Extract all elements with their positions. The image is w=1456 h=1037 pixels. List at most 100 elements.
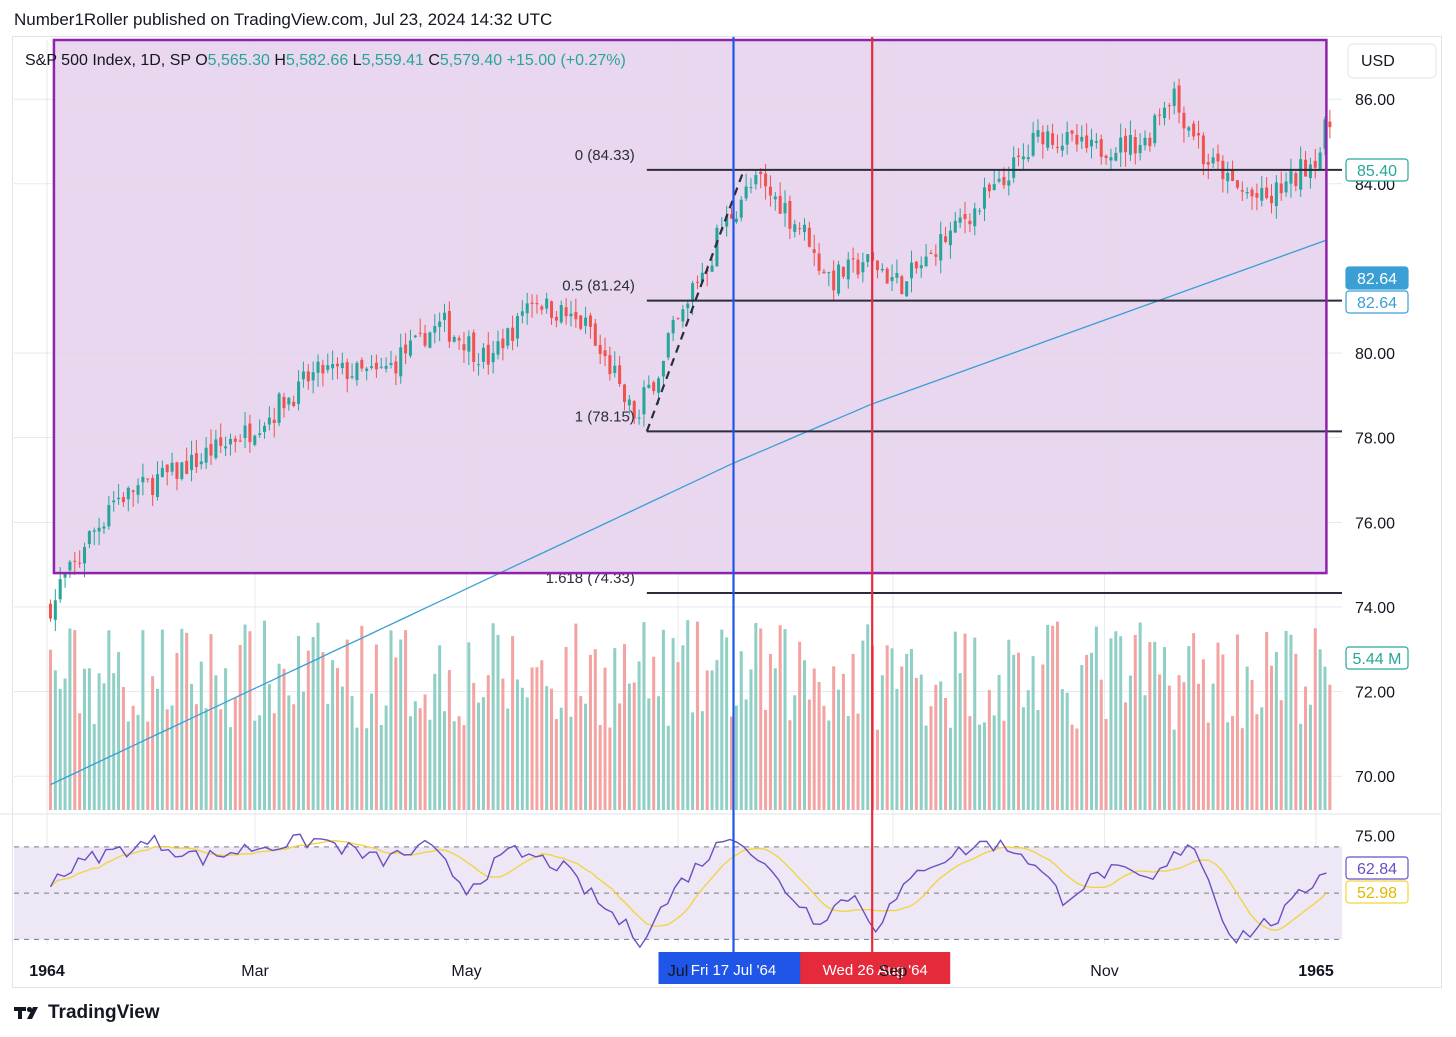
candle-body (657, 378, 661, 393)
volume-bar (939, 681, 943, 810)
ohlc-legend: S&P 500 Index, 1D, SP O5,565.30 H5,582.6… (25, 52, 626, 69)
volume-bar (530, 667, 534, 810)
volume-bar (131, 705, 135, 810)
candle-body (739, 199, 743, 218)
volume-bar (1002, 720, 1006, 810)
candle-body (1133, 137, 1137, 154)
volume-bar (452, 721, 456, 810)
volume-bar (642, 622, 646, 810)
candle-body (399, 347, 403, 377)
legend-part: L (353, 52, 362, 69)
candle-body (1260, 187, 1264, 201)
volume-bar (155, 688, 159, 810)
highlight-rectangle-fill (53, 40, 1327, 574)
candle-body (1206, 162, 1210, 165)
volume-bar (146, 721, 150, 810)
candle-body (802, 224, 806, 233)
legend-part: O (195, 52, 207, 69)
volume-bar (647, 698, 651, 810)
volume-bar (1021, 707, 1025, 810)
volume-bar (671, 638, 675, 810)
volume-bar (759, 628, 763, 810)
candle-body (525, 303, 529, 314)
candle-body (486, 344, 490, 365)
volume-bar (754, 622, 758, 810)
volume-bar (1133, 634, 1137, 810)
candle-body (1094, 140, 1098, 143)
candle-body (350, 376, 354, 378)
volume-bar (287, 695, 291, 810)
candle-body (1313, 160, 1317, 168)
tradingview-logo-icon (14, 1006, 38, 1019)
rsi-axis-tick: 75.00 (1355, 828, 1395, 845)
volume-bar (1075, 728, 1079, 810)
volume-bar (506, 708, 510, 810)
candle-body (1289, 171, 1293, 184)
volume-bar (335, 668, 339, 810)
volume-bar (554, 719, 558, 810)
candle-body (1255, 193, 1259, 198)
candle-body (618, 365, 622, 384)
volume-bar (900, 666, 904, 810)
candle-body (228, 438, 232, 445)
candle-body (48, 603, 52, 619)
volume-bar (399, 639, 403, 810)
volume-bar (331, 660, 335, 810)
candle-body (1299, 159, 1303, 190)
volume-bar (165, 709, 169, 810)
volume-bar (1187, 645, 1191, 810)
volume-bar (783, 629, 787, 810)
rsi-moving-average-line (50, 840, 1327, 931)
volume-bar (652, 656, 656, 810)
volume-bar (350, 696, 354, 810)
candle-body (1226, 172, 1230, 182)
candle-body (477, 364, 481, 366)
volume-bar (695, 621, 699, 810)
candle-body (1192, 123, 1196, 137)
candle-body (963, 214, 967, 220)
candle-body (759, 171, 763, 175)
volume-bar (1114, 631, 1118, 810)
candle-body (185, 460, 189, 474)
candle-body (141, 476, 145, 483)
candle-body (1172, 88, 1176, 106)
candle-body (219, 437, 223, 446)
volume-bar (1104, 718, 1108, 810)
candle-body (764, 173, 768, 187)
candle-body (481, 347, 485, 362)
price-axis-tick: 86.00 (1355, 92, 1395, 109)
volume-bar (1172, 729, 1176, 810)
candle-body (1284, 181, 1288, 193)
volume-bar (1323, 666, 1327, 810)
volume-bar (890, 648, 894, 810)
legend-part: C (428, 52, 440, 69)
volume-bar (326, 703, 330, 810)
candle-body (263, 425, 267, 433)
volume-bar (1197, 683, 1201, 810)
volume-bar (97, 673, 101, 810)
candle-body (365, 368, 369, 371)
candle-body (710, 265, 714, 272)
volume-bar (1313, 628, 1317, 810)
volume-bar (798, 641, 802, 810)
moving-average-value-label-box (1345, 266, 1409, 290)
volume-bar (588, 654, 592, 810)
price-axis-tick: 76.00 (1355, 515, 1395, 532)
volume-bar (1085, 654, 1089, 810)
candle-body (248, 423, 252, 443)
volume-bar (238, 644, 242, 810)
volume-bar (486, 675, 490, 810)
legend-part: +15.00 (+0.27%) (507, 52, 626, 69)
tradingview-logo[interactable]: TradingView (14, 1002, 160, 1024)
candle-body (812, 249, 816, 253)
candle-body (953, 220, 957, 233)
rsi-value-label: 62.84 (1357, 861, 1397, 878)
candle-body (671, 320, 675, 334)
currency-button[interactable] (1347, 43, 1437, 79)
volume-bar (48, 649, 52, 810)
volume-bar (579, 696, 583, 810)
candle-body (1177, 85, 1181, 113)
volume-bar (997, 674, 1001, 810)
volume-bar (837, 689, 841, 810)
